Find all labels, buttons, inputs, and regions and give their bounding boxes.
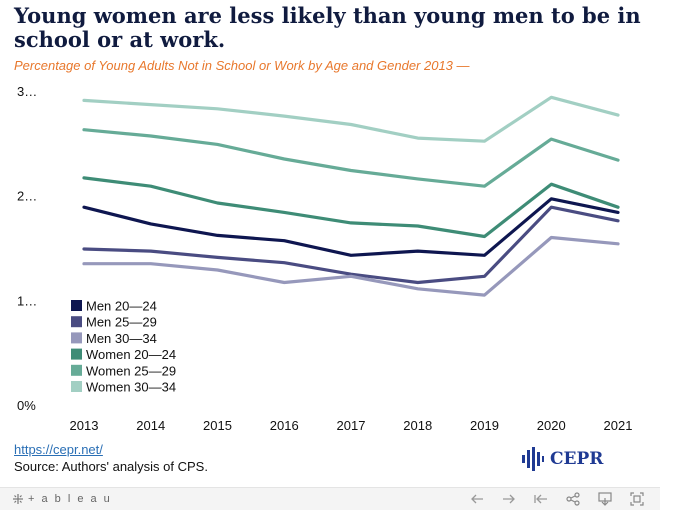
- x-tick-label: 2015: [203, 418, 232, 433]
- legend-swatch: [71, 348, 82, 360]
- series-line-1[interactable]: [82, 205, 620, 285]
- legend-label: Men 30—34: [86, 331, 157, 346]
- legend-label: Men 20—24: [86, 299, 157, 314]
- x-tick-label: 2018: [403, 418, 432, 433]
- source-note: Source: Authors' analysis of CPS.: [14, 459, 208, 474]
- download-icon[interactable]: [596, 491, 614, 507]
- legend-swatch: [71, 332, 82, 344]
- legend-swatch: [71, 364, 82, 376]
- y-tick-label: 3…: [17, 84, 37, 99]
- legend-swatch: [71, 316, 82, 328]
- series-line-4[interactable]: [82, 128, 620, 188]
- series-line-3[interactable]: [82, 176, 620, 239]
- y-tick-label: 0%: [17, 398, 36, 413]
- redo-icon[interactable]: [500, 491, 518, 507]
- series-lines: [82, 95, 620, 297]
- y-tick-label: 1…: [17, 293, 37, 308]
- x-tick-label: 2019: [470, 418, 499, 433]
- tableau-toolbar: + a b l e a u: [0, 487, 660, 510]
- x-tick-label: 2016: [270, 418, 299, 433]
- x-tick-label: 2017: [337, 418, 366, 433]
- series-line-5[interactable]: [82, 95, 620, 143]
- tableau-logo[interactable]: + a b l e a u: [12, 493, 112, 505]
- fullscreen-icon[interactable]: [628, 491, 646, 507]
- y-axis: 0% 1… 2… 3…: [17, 84, 37, 413]
- legend-swatch: [71, 300, 82, 311]
- cepr-logo-text: CEPR: [550, 449, 604, 469]
- x-tick-label: 2021: [604, 418, 633, 433]
- chart-subtitle: Percentage of Young Adults Not in School…: [14, 58, 470, 73]
- legend-label: Men 25—29: [86, 315, 157, 330]
- tableau-brand: + a b l e a u: [28, 493, 112, 505]
- revert-icon[interactable]: [532, 491, 550, 507]
- chart-title: Young women are less likely than young m…: [14, 3, 641, 52]
- source-link[interactable]: https://cepr.net/: [14, 442, 103, 457]
- legend-label: Women 30—34: [86, 380, 176, 395]
- y-tick-label: 2…: [17, 189, 37, 204]
- x-tick-label: 2020: [537, 418, 566, 433]
- undo-icon[interactable]: [468, 491, 486, 507]
- tableau-plus-icon: [13, 494, 23, 504]
- x-tick-label: 2014: [136, 418, 165, 433]
- share-icon[interactable]: [564, 491, 582, 507]
- legend-label: Women 20—24: [86, 347, 176, 362]
- legend-swatch: [71, 381, 82, 392]
- x-tick-label: 2013: [70, 418, 99, 433]
- line-chart: 0% 1… 2… 3… 2013 2014 2015 2016 2017 2018 2019 202…: [17, 84, 633, 433]
- x-axis: 2013 2014 2015 2016 2017 2018 2019 2020 2021: [70, 418, 633, 433]
- cepr-logo-icon: [522, 447, 544, 471]
- legend-label: Women 25—29: [86, 363, 176, 378]
- series-line-2[interactable]: [82, 235, 620, 297]
- series-line-0[interactable]: [82, 197, 620, 257]
- cepr-logo: CEPR: [520, 446, 603, 472]
